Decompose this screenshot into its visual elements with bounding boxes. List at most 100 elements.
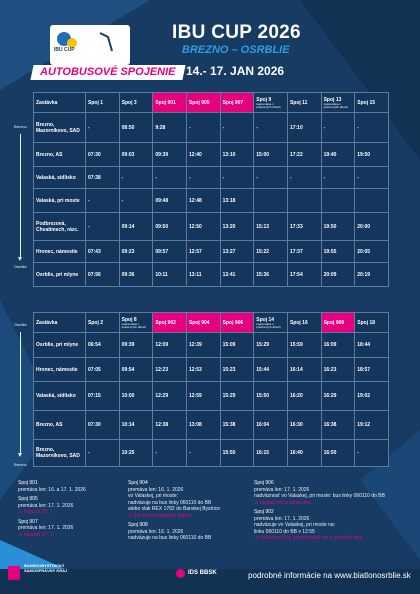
departure-time: 19:50 <box>320 212 356 241</box>
timetable-return: Zastávka Spoj 2 Spoj 8 nepremáva v pracovný… <box>33 312 389 467</box>
departure-time: 12:53 <box>185 357 221 382</box>
table-row: Brezno, Mazorníkovo, SAD -10:25- -15:50 16:… <box>33 439 389 467</box>
column-header: Spoj 15 <box>354 92 389 113</box>
stop-column-header: Zastávka <box>33 92 86 113</box>
column-header: Spoj 16 <box>286 312 322 333</box>
table-row: Valaská, pri moste - -09:48 12:48 13:18 <box>33 188 389 213</box>
direction-arrow-line <box>20 134 21 258</box>
column-header: Spoj 906 <box>219 312 255 333</box>
departure-time: 19:12 <box>354 410 389 440</box>
departure-time: - <box>219 166 255 189</box>
stop-name: Brezno, AS <box>33 142 86 167</box>
departure-time: 15:09 <box>219 332 255 358</box>
departure-time: 13:11 <box>185 262 221 287</box>
departure-time: 15:00 <box>253 142 288 167</box>
table-row: Brezno, AS 07:30 10:14 12:38 13:08 15:38 16:04… <box>33 410 389 440</box>
note-block: Spoj 901 premáva len: 16. a 17. 1. 2026 <box>18 480 118 493</box>
note-title: Spoj 907 <box>18 518 38 525</box>
departure-time: 09:54 <box>118 357 154 382</box>
stop-name: Valaská, pri moste <box>33 188 86 213</box>
departure-time: 12:59 <box>185 381 221 411</box>
column-label: Spoj 2 <box>88 319 104 326</box>
departure-time: 07:38 <box>85 166 120 189</box>
departure-time: - <box>320 166 356 189</box>
column-label: Spoj 906 <box>222 319 244 326</box>
departure-time: - <box>253 112 288 143</box>
arrow-down-icon <box>18 453 22 457</box>
table-row: Osrblie, pri mlyne 06:54 09:39 12:09 12:39 15… <box>33 332 389 358</box>
departure-time: - <box>354 166 389 189</box>
stop-column-header: Zastávka <box>33 312 86 333</box>
column-label: Spoj 1 <box>88 99 104 106</box>
departure-time: 16:20 <box>286 381 322 411</box>
table-row: Brezno, AS 07:30 09:03 09:39 12:40 13:10 15:00… <box>33 142 389 167</box>
note-line: ⚠ nadväznosť je garantovaná len v uveden… <box>254 535 363 541</box>
departure-time: 07:30 <box>85 142 120 167</box>
departure-time: 20:19 <box>354 262 389 287</box>
region-crest-icon <box>8 566 20 580</box>
departure-time: 16:38 <box>320 410 356 440</box>
departure-time: 07:43 <box>85 240 120 263</box>
departure-time: 07:30 <box>85 410 120 440</box>
departure-time: 09:39 <box>118 332 154 358</box>
column-header: Spoj 8 nepremáva v pracovných dňoch <box>118 312 154 333</box>
page-title: IBU CUP 2026 <box>172 22 301 43</box>
direction-start-label-2: Osrblie <box>14 322 27 327</box>
departure-time: 09:39 <box>152 142 187 167</box>
departure-time: 16:23 <box>320 357 356 382</box>
departure-time: 16:40 <box>286 439 322 467</box>
departure-time: 17:22 <box>286 142 322 167</box>
departure-time: 13:41 <box>219 262 255 287</box>
table-row: Valaská, sídlisko 07:38- - - - - - - - <box>33 166 389 189</box>
departure-time: 17:10 <box>286 112 322 143</box>
departure-time: 15:13 <box>253 212 288 241</box>
departure-time: 16:14 <box>286 357 322 382</box>
notes-column-3: Spoj 906 premáva len: 17. 1. 2026 nadväzno… <box>254 480 404 545</box>
banner-text: AUTOBUSOVÉ SPOJENIE <box>40 66 176 78</box>
departure-time: 17:33 <box>286 212 322 241</box>
note-block: Spoj 907 premáva len: 17. 1. 2026 ⚠ nejazd… <box>18 519 118 539</box>
departure-time: 13:18 <box>219 188 255 213</box>
column-label: Spoj 902 <box>155 319 176 326</box>
departure-time: 19:02 <box>354 381 389 411</box>
departure-time: 09:14 <box>118 212 154 241</box>
stop-name: Valaská, sídlisko <box>33 381 86 411</box>
departure-time: - <box>152 166 187 189</box>
departure-time: 16:09 <box>320 332 356 358</box>
note-line: alebo vlak REX 1782 do Banskej Bystrice <box>128 506 220 512</box>
column-label: Spoj 8 <box>121 316 137 323</box>
table-row: Hronec, námestie 07:05 09:54 12:23 12:53 15:2… <box>33 357 389 382</box>
departure-time: 12:29 <box>152 381 187 411</box>
departure-time: 20:09 <box>320 262 356 287</box>
departure-time: 13:08 <box>185 410 221 440</box>
note-title: Spoj 905 <box>18 496 38 502</box>
departure-time: 15:50 <box>219 439 255 467</box>
column-header: Spoj 907 <box>219 92 255 113</box>
ids-logo-icon <box>176 569 185 578</box>
departure-time: 9:28 <box>152 112 187 143</box>
departure-time: 19:55 <box>320 240 356 263</box>
stop-name: Osrblie, pri mlyne <box>33 262 86 287</box>
column-header: Spoj 902 <box>152 312 187 333</box>
departure-time: 12:09 <box>152 332 187 358</box>
note-line: premáva len: 17. 1. 2026 <box>254 515 310 522</box>
departure-time: 13:20 <box>219 212 255 241</box>
note-line: nadväzuje vo Valaskej, pri moste na: <box>254 522 336 528</box>
departure-time: 07:56 <box>85 262 120 287</box>
departure-time: 12:40 <box>185 142 221 167</box>
note-line: premáva len: 16. 1. 2026 <box>128 486 184 493</box>
stop-name: Podbrezová, Chvatimech, rázc. <box>33 212 86 241</box>
footer-bar <box>0 569 420 594</box>
departure-time: - <box>320 112 356 143</box>
column-sublabel: nepremáva v pracovných dňoch <box>121 321 147 329</box>
departure-time: 16:30 <box>286 410 322 440</box>
table-row: Podbrezová, Chvatimech, rázc. -09:14 09:50… <box>33 212 389 241</box>
note-line: premáva len: 16. a 17. 1. 2026 <box>18 486 86 493</box>
info-link[interactable]: podrobné informácie na www.biatlonosrbli… <box>248 571 411 580</box>
departure-time <box>320 188 356 213</box>
note-line: ⚠ iba tento konkrétny dátum <box>128 512 192 519</box>
column-header: Spoj 13 nepremáva v pracovných dňoch <box>320 92 356 113</box>
departure-time: - <box>85 112 120 143</box>
column-label: Spoj 908 <box>323 319 345 326</box>
departure-time: - <box>85 439 120 467</box>
